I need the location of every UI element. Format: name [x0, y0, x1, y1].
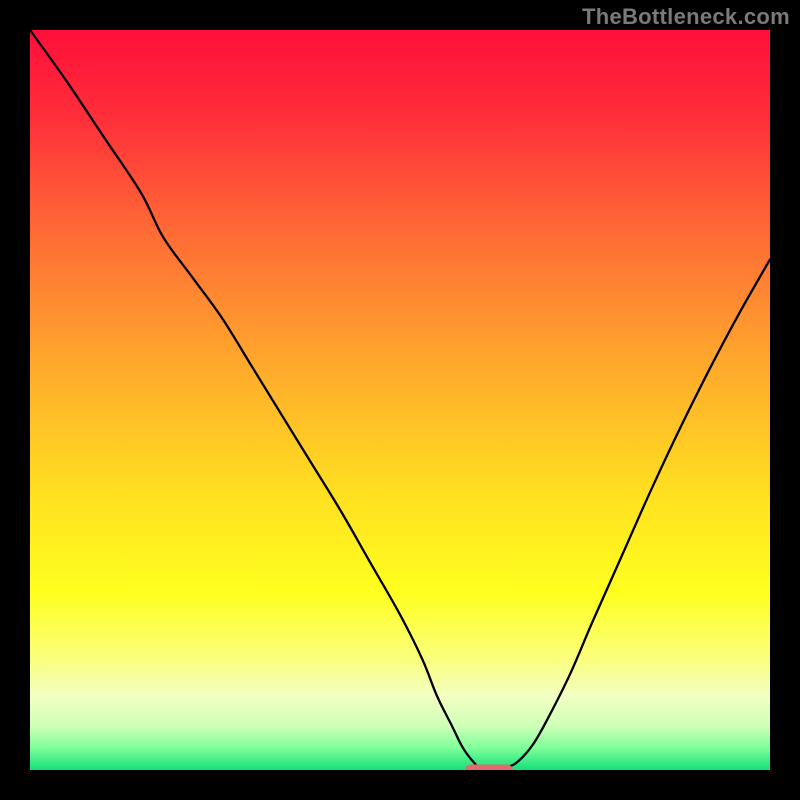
optimal-marker [465, 764, 513, 770]
bottleneck-chart [30, 30, 770, 770]
watermark-text: TheBottleneck.com [582, 4, 790, 30]
chart-background [30, 30, 770, 770]
